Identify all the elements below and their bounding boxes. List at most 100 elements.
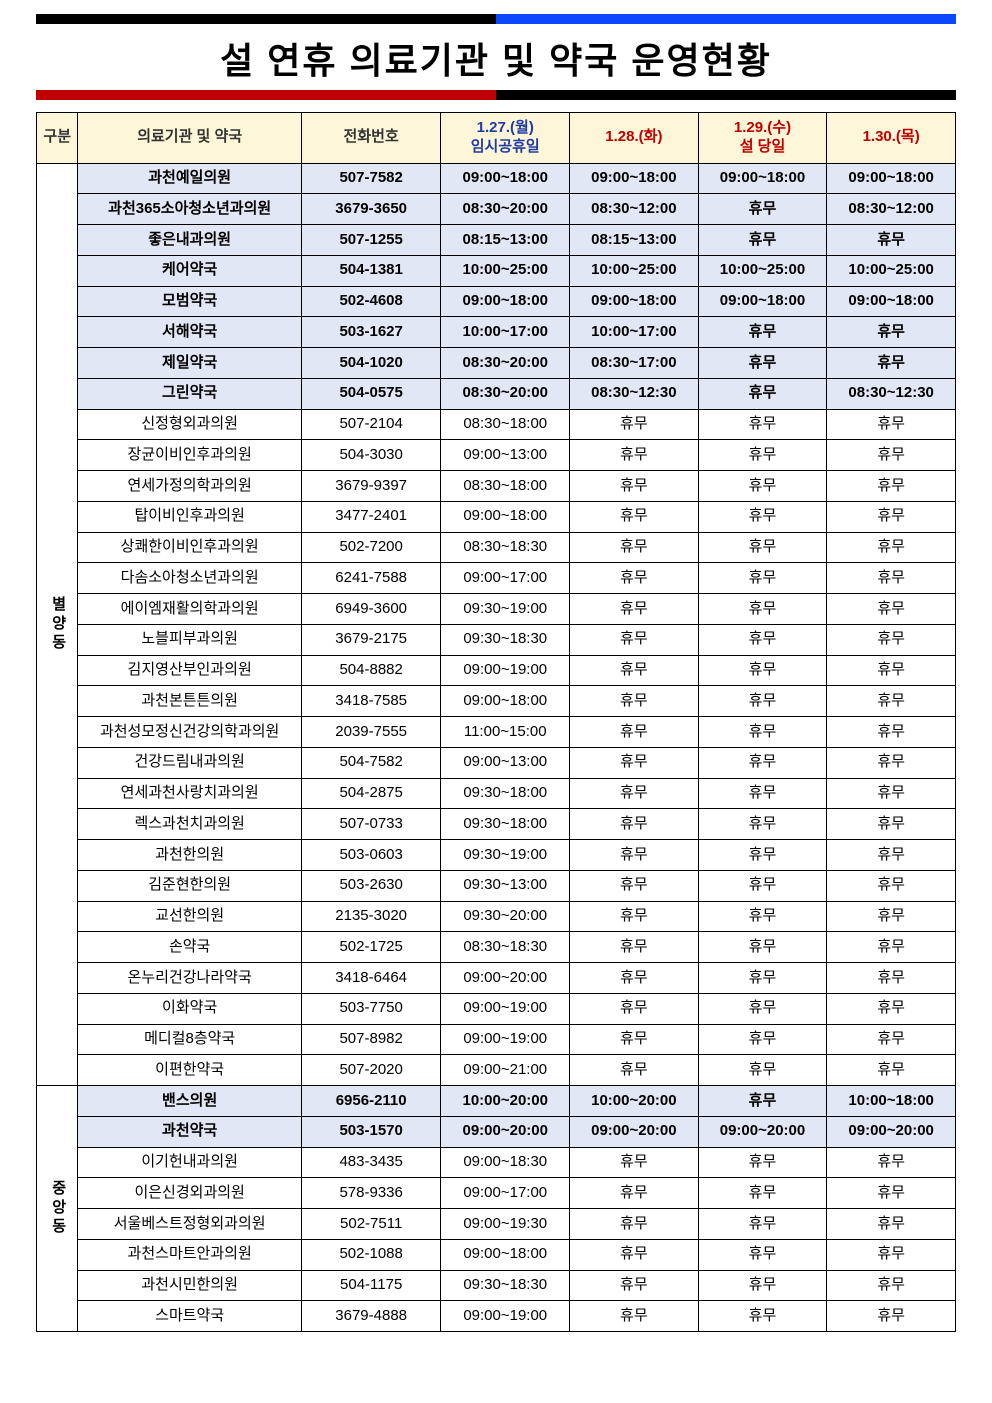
facility-name: 과천스마트안과의원 xyxy=(78,1239,301,1270)
hours-cell: 휴무 xyxy=(827,532,956,563)
hours-cell: 휴무 xyxy=(698,1301,827,1332)
hours-cell: 휴무 xyxy=(698,870,827,901)
facility-name: 탑이비인후과의원 xyxy=(78,501,301,532)
col-header-3: 1.27.(월)임시공휴일 xyxy=(441,113,570,164)
phone-cell: 504-3030 xyxy=(301,440,441,471)
facility-name: 과천예일의원 xyxy=(78,163,301,194)
table-row: 온누리건강나라약국3418-646409:00~20:00휴무휴무휴무 xyxy=(37,963,956,994)
hours-cell: 휴무 xyxy=(827,655,956,686)
hours-cell: 09:00~20:00 xyxy=(698,1116,827,1147)
hours-cell: 휴무 xyxy=(698,440,827,471)
table-row: 과천한의원503-060309:30~19:00휴무휴무휴무 xyxy=(37,840,956,871)
col-header-0: 구분 xyxy=(37,113,78,164)
hours-cell: 휴무 xyxy=(698,501,827,532)
hours-cell: 휴무 xyxy=(827,870,956,901)
hours-cell: 09:00~18:00 xyxy=(441,686,570,717)
table-row: 이화약국503-775009:00~19:00휴무휴무휴무 xyxy=(37,993,956,1024)
phone-cell: 502-7200 xyxy=(301,532,441,563)
hours-cell: 휴무 xyxy=(827,624,956,655)
hours-cell: 휴무 xyxy=(827,1239,956,1270)
hours-cell: 08:30~18:00 xyxy=(441,409,570,440)
hours-cell: 08:30~17:00 xyxy=(570,348,699,379)
hours-cell: 휴무 xyxy=(570,563,699,594)
hours-cell: 08:30~20:00 xyxy=(441,348,570,379)
hours-cell: 휴무 xyxy=(698,532,827,563)
facility-name: 교선한의원 xyxy=(78,901,301,932)
hours-cell: 11:00~15:00 xyxy=(441,717,570,748)
phone-cell: 483-3435 xyxy=(301,1147,441,1178)
facility-name: 이편한약국 xyxy=(78,1055,301,1086)
table-row: 서해약국503-162710:00~17:0010:00~17:00휴무휴무 xyxy=(37,317,956,348)
facility-name: 과천시민한의원 xyxy=(78,1270,301,1301)
hours-cell: 휴무 xyxy=(698,471,827,502)
phone-cell: 504-7582 xyxy=(301,747,441,778)
table-row: 렉스과천치과의원507-073309:30~18:00휴무휴무휴무 xyxy=(37,809,956,840)
phone-cell: 3679-2175 xyxy=(301,624,441,655)
table-row: 메디컬8층약국507-898209:00~19:00휴무휴무휴무 xyxy=(37,1024,956,1055)
phone-cell: 507-7582 xyxy=(301,163,441,194)
facility-name: 모범약국 xyxy=(78,286,301,317)
phone-cell: 504-1381 xyxy=(301,255,441,286)
hours-cell: 휴무 xyxy=(827,778,956,809)
phone-cell: 3679-3650 xyxy=(301,194,441,225)
phone-cell: 6949-3600 xyxy=(301,594,441,625)
hours-cell: 휴무 xyxy=(570,870,699,901)
hours-cell: 휴무 xyxy=(827,471,956,502)
hours-cell: 휴무 xyxy=(827,747,956,778)
hours-cell: 휴무 xyxy=(570,993,699,1024)
hours-cell: 09:00~18:00 xyxy=(698,163,827,194)
hours-cell: 휴무 xyxy=(827,1209,956,1240)
facility-name: 과천약국 xyxy=(78,1116,301,1147)
table-row: 신정형외과의원507-210408:30~18:00휴무휴무휴무 xyxy=(37,409,956,440)
table-row: 교선한의원2135-302009:30~20:00휴무휴무휴무 xyxy=(37,901,956,932)
hours-cell: 휴무 xyxy=(570,747,699,778)
table-row: 좋은내과의원507-125508:15~13:0008:15~13:00휴무휴무 xyxy=(37,225,956,256)
hours-cell: 휴무 xyxy=(698,655,827,686)
table-row: 손약국502-172508:30~18:30휴무휴무휴무 xyxy=(37,932,956,963)
hours-cell: 09:00~19:00 xyxy=(441,655,570,686)
hours-cell: 휴무 xyxy=(698,1178,827,1209)
hours-cell: 08:30~12:30 xyxy=(570,378,699,409)
hours-cell: 휴무 xyxy=(827,563,956,594)
phone-cell: 503-0603 xyxy=(301,840,441,871)
band-segment xyxy=(36,14,496,24)
table-row: 연세과천사랑치과의원504-287509:30~18:00휴무휴무휴무 xyxy=(37,778,956,809)
facility-name: 그린약국 xyxy=(78,378,301,409)
phone-cell: 3679-9397 xyxy=(301,471,441,502)
phone-cell: 578-9336 xyxy=(301,1178,441,1209)
table-row: 장균이비인후과의원504-303009:00~13:00휴무휴무휴무 xyxy=(37,440,956,471)
facility-name: 연세과천사랑치과의원 xyxy=(78,778,301,809)
hours-cell: 휴무 xyxy=(827,348,956,379)
hours-cell: 휴무 xyxy=(827,225,956,256)
facility-name: 과천한의원 xyxy=(78,840,301,871)
hours-cell: 휴무 xyxy=(698,932,827,963)
phone-cell: 3477-2401 xyxy=(301,501,441,532)
table-row: 김준현한의원503-263009:30~13:00휴무휴무휴무 xyxy=(37,870,956,901)
facility-name: 신정형외과의원 xyxy=(78,409,301,440)
phone-cell: 503-2630 xyxy=(301,870,441,901)
hours-cell: 휴무 xyxy=(827,963,956,994)
facility-name: 김지영산부인과의원 xyxy=(78,655,301,686)
col-header-1: 의료기관 및 약국 xyxy=(78,113,301,164)
phone-cell: 3418-7585 xyxy=(301,686,441,717)
hours-cell: 휴무 xyxy=(570,594,699,625)
facility-name: 서울베스트정형외과의원 xyxy=(78,1209,301,1240)
hours-cell: 휴무 xyxy=(827,594,956,625)
facility-name: 다솜소아청소년과의원 xyxy=(78,563,301,594)
hours-cell: 휴무 xyxy=(698,348,827,379)
hours-cell: 휴무 xyxy=(698,563,827,594)
hours-cell: 휴무 xyxy=(827,1270,956,1301)
facility-name: 과천본튼튼의원 xyxy=(78,686,301,717)
phone-cell: 504-1020 xyxy=(301,348,441,379)
hours-cell: 휴무 xyxy=(570,501,699,532)
band-segment xyxy=(496,90,956,100)
hours-cell: 08:15~13:00 xyxy=(570,225,699,256)
facility-name: 온누리건강나라약국 xyxy=(78,963,301,994)
hours-cell: 휴무 xyxy=(698,1055,827,1086)
hours-cell: 휴무 xyxy=(827,1055,956,1086)
col-header-6: 1.30.(목) xyxy=(827,113,956,164)
facility-name: 좋은내과의원 xyxy=(78,225,301,256)
phone-cell: 507-2020 xyxy=(301,1055,441,1086)
hours-cell: 09:00~18:30 xyxy=(441,1147,570,1178)
hours-cell: 08:30~18:00 xyxy=(441,471,570,502)
